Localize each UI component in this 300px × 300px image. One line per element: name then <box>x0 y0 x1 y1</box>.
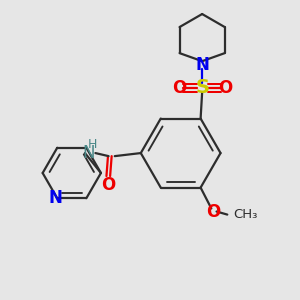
Text: S: S <box>195 78 209 98</box>
Text: O: O <box>206 202 220 220</box>
Text: H: H <box>88 138 97 151</box>
Text: N: N <box>195 56 209 74</box>
Text: O: O <box>218 79 232 97</box>
Text: CH₃: CH₃ <box>233 208 258 221</box>
Text: O: O <box>172 79 186 97</box>
Text: O: O <box>101 176 116 194</box>
Text: N: N <box>49 189 63 207</box>
Text: N: N <box>82 144 95 162</box>
